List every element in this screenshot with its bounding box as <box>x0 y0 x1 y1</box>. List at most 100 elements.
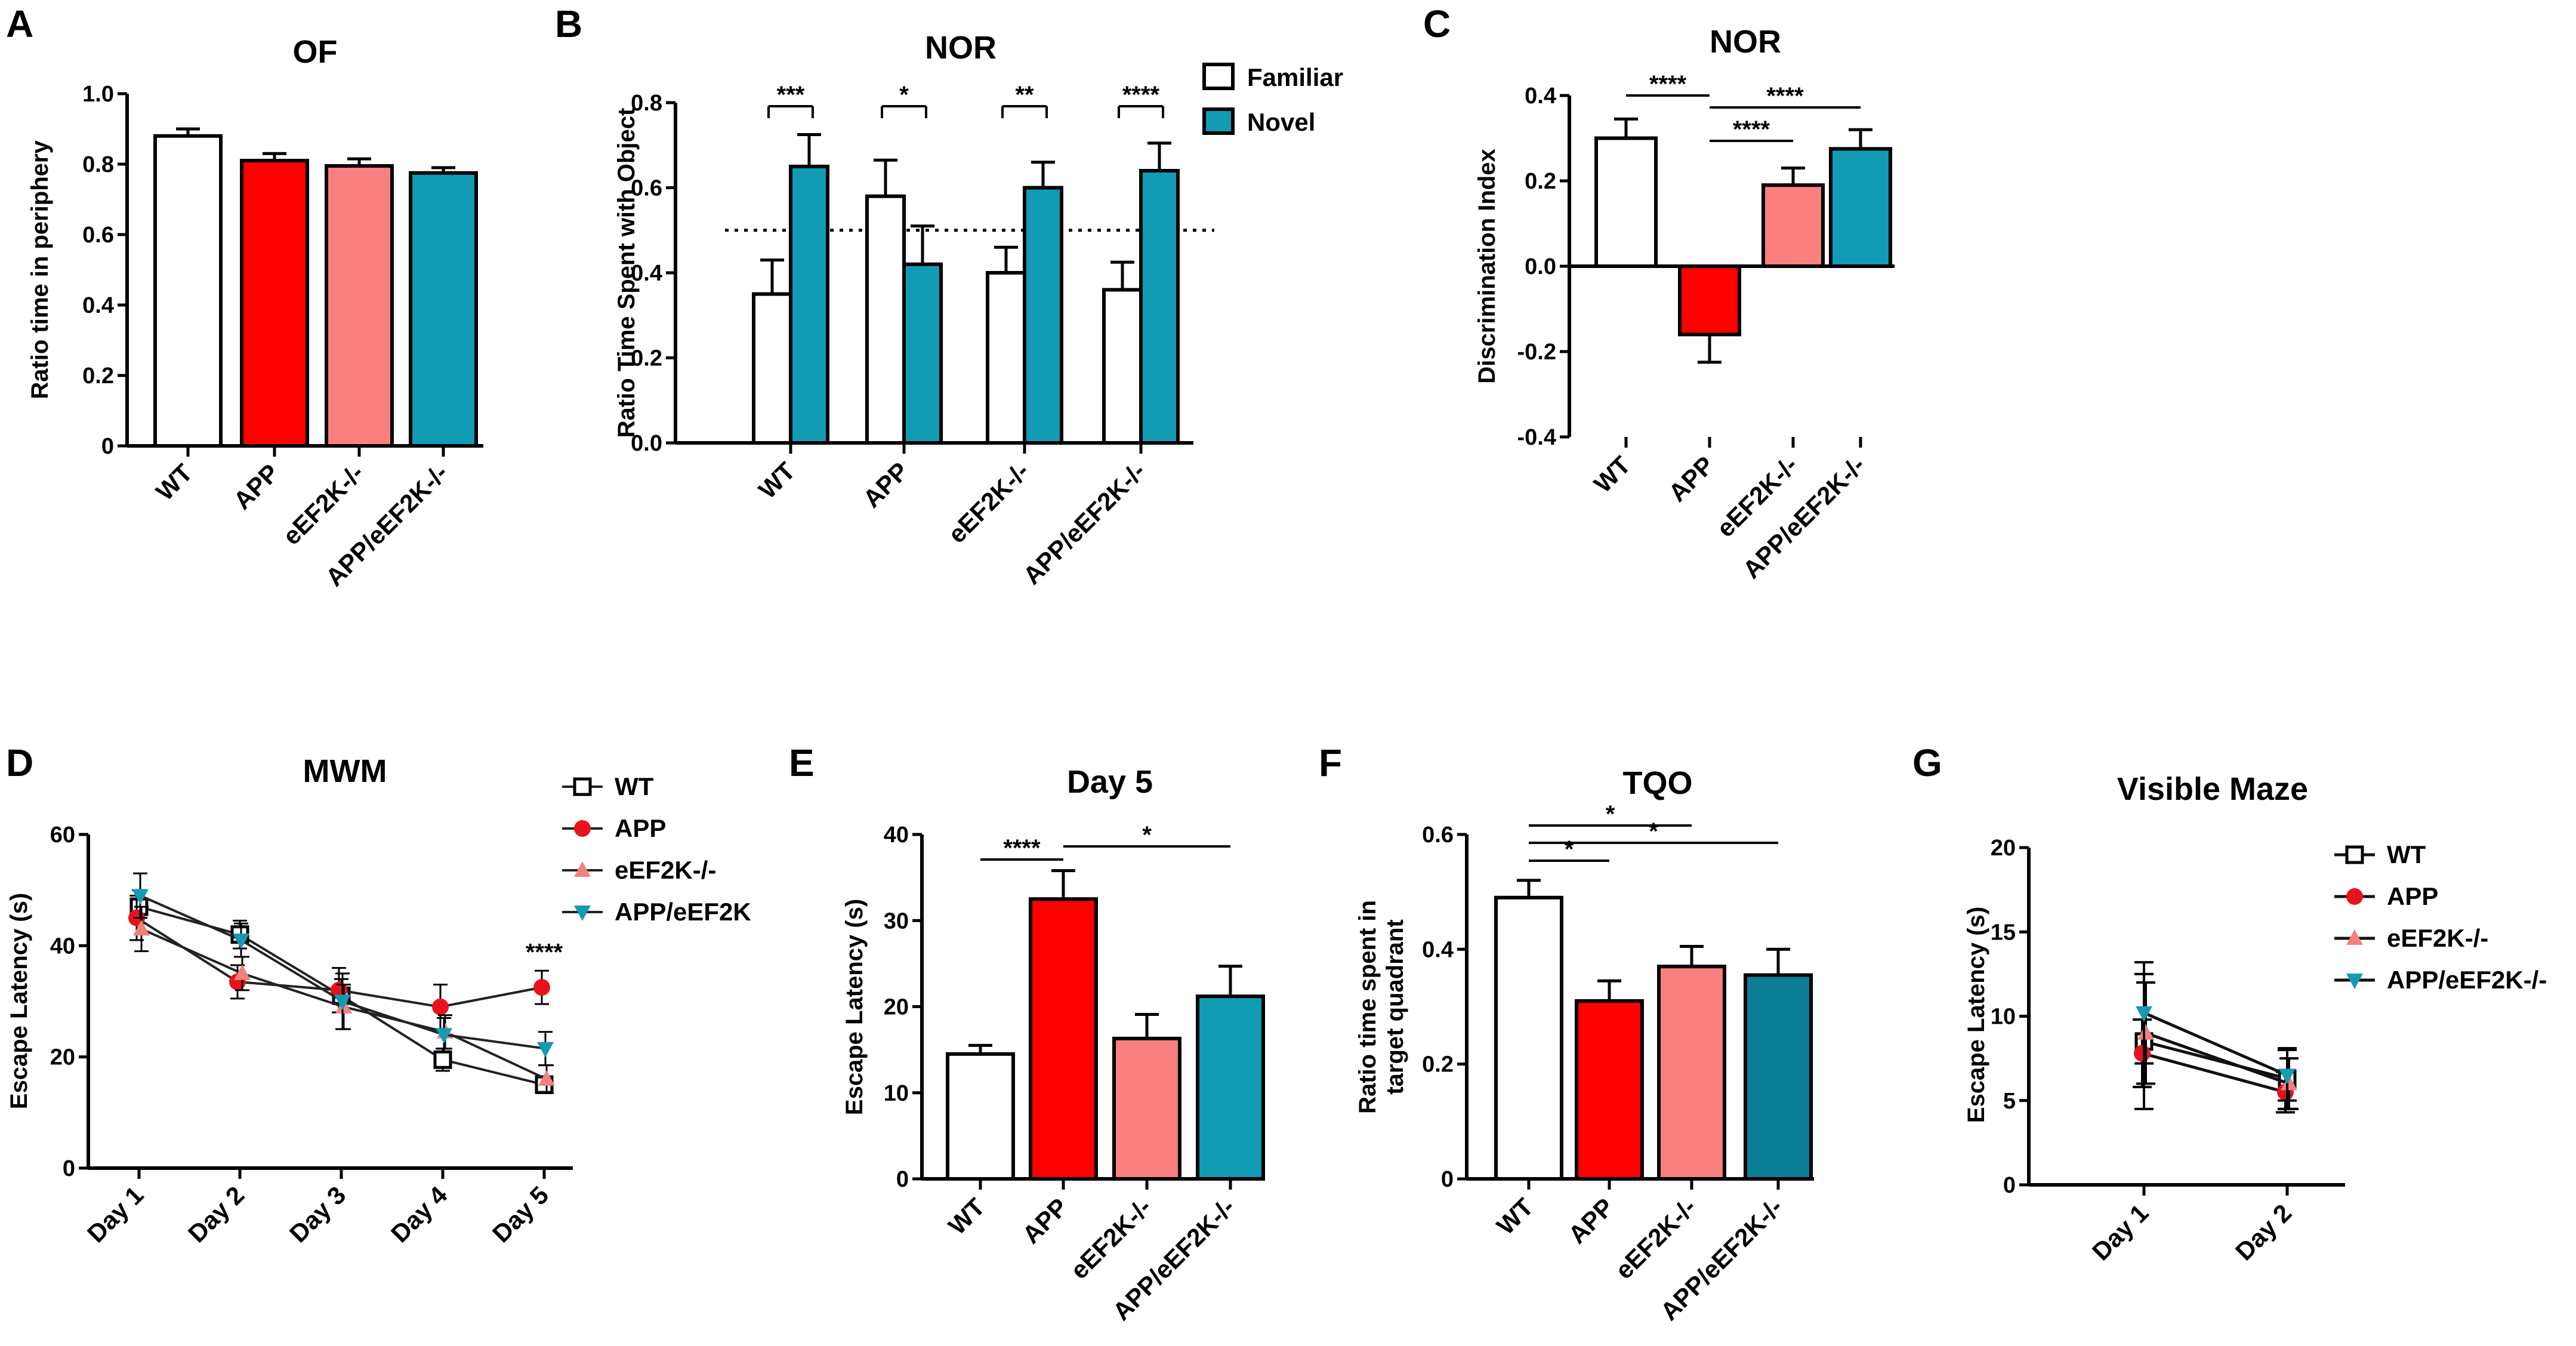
data-point <box>2279 1068 2296 1085</box>
chart-title: Visible Maze <box>2117 771 2308 807</box>
data-point <box>537 1042 554 1058</box>
significance-label: **** <box>1122 82 1160 108</box>
data-point <box>334 994 351 1011</box>
bar <box>153 134 223 448</box>
y-tick-label: 0.2 <box>1525 169 1556 194</box>
significance-label: * <box>1142 822 1152 848</box>
panel-label-b: B <box>555 2 582 45</box>
x-tick-label: Day 1 <box>2087 1199 2154 1265</box>
y-tick-label: 0.2 <box>82 364 114 389</box>
y-axis-title: Ratio time in periphery <box>27 140 53 399</box>
x-tick-label: APP <box>1017 1193 1073 1249</box>
bar <box>240 159 309 448</box>
data-point <box>538 1070 555 1086</box>
significance-label: * <box>899 82 909 108</box>
x-tick-label: APP <box>228 458 284 515</box>
series-line-0 <box>2143 1040 2288 1080</box>
y-axis-title: Ratio time spent in <box>1355 900 1381 1114</box>
significance-label: **** <box>1003 835 1041 861</box>
x-tick-label: APP <box>1663 451 1719 507</box>
legend-label: APP/eEF2K-/- <box>2387 966 2547 994</box>
data-point <box>2137 1024 2154 1040</box>
significance-label: **** <box>1649 71 1687 97</box>
legend-label: Familiar <box>1247 63 1343 91</box>
panel-label-a: A <box>6 2 33 45</box>
bar <box>946 1052 1015 1181</box>
significance-label: * <box>1565 836 1574 863</box>
y-tick-label: 20 <box>50 1045 75 1070</box>
legend-marker <box>2345 845 2364 864</box>
x-tick-label: APP/eEF2K-/- <box>1737 451 1870 584</box>
y-axis-title: Escape Latency (s) <box>841 899 868 1115</box>
data-point <box>433 1050 452 1069</box>
legend-label: eEF2K-/- <box>2387 924 2488 952</box>
chart-title: Day 5 <box>1067 764 1153 800</box>
data-point <box>2281 1074 2297 1091</box>
chart-title: TQO <box>1623 765 1693 801</box>
x-tick-label: Day 1 <box>82 1181 149 1248</box>
y-tick-label: 20 <box>884 995 909 1020</box>
data-point <box>432 998 449 1015</box>
y-axis-title: target quadrant <box>1382 919 1408 1094</box>
y-tick-label: -0.2 <box>1517 340 1556 365</box>
panel-label-c: C <box>1423 2 1451 45</box>
bar <box>1575 999 1644 1181</box>
legend-label: APP <box>2387 882 2438 910</box>
legend-swatch <box>1202 107 1235 135</box>
x-tick-label: Day 5 <box>487 1181 554 1248</box>
y-tick-label: 0.6 <box>631 176 662 201</box>
chart-title: NOR <box>1710 24 1781 60</box>
series-line-3 <box>2143 1011 2288 1077</box>
data-point <box>2134 1045 2151 1062</box>
data-point <box>533 979 550 996</box>
bar <box>1112 1036 1181 1181</box>
legend-label: Novel <box>1247 108 1315 136</box>
legend-label: APP <box>615 814 666 842</box>
y-tick-label: 0.4 <box>82 293 114 318</box>
panel-label-d: D <box>6 741 33 784</box>
significance-label: **** <box>1766 83 1804 109</box>
x-tick-label: eEF2K-/- <box>943 457 1035 549</box>
significance-label: **** <box>1733 116 1770 143</box>
y-tick-label: 30 <box>884 908 909 934</box>
y-tick-label: 0 <box>63 1156 75 1181</box>
series-line-1 <box>2142 1052 2286 1094</box>
panel-label-e: E <box>789 741 815 784</box>
bar <box>1494 895 1563 1181</box>
y-tick-label: 0.8 <box>82 152 114 177</box>
y-tick-label: 0.2 <box>631 346 662 371</box>
y-axis-title: Escape Latency (s) <box>6 893 32 1109</box>
y-axis-title: Discrimination Index <box>1474 149 1500 383</box>
bar-novel <box>1139 169 1180 445</box>
y-tick-label: 0 <box>101 434 114 459</box>
data-point <box>133 920 150 936</box>
significance-label: *** <box>777 82 805 108</box>
x-tick-label: Day 2 <box>2230 1199 2297 1265</box>
bar <box>1657 965 1726 1181</box>
y-tick-label: 15 <box>1991 920 2016 945</box>
bar-familiar <box>986 271 1026 445</box>
legend-label: APP/eEF2K <box>615 898 751 926</box>
data-point <box>436 1028 452 1044</box>
legend-marker <box>2346 929 2363 945</box>
y-tick-label: 40 <box>50 934 75 959</box>
x-tick-label: Day 2 <box>183 1181 249 1248</box>
legend-label: WT <box>615 772 654 800</box>
series-line-2 <box>2145 1031 2290 1085</box>
x-tick-label: WT <box>1491 1193 1539 1240</box>
bar <box>1196 994 1265 1181</box>
bar-novel <box>902 262 943 445</box>
x-tick-label: Day 3 <box>284 1181 351 1248</box>
legend-marker <box>574 905 591 921</box>
y-tick-label: 0.0 <box>1525 254 1556 279</box>
y-tick-label: 0.4 <box>1525 84 1556 109</box>
x-tick-label: WT <box>753 457 801 504</box>
y-tick-label: 20 <box>1991 836 2016 861</box>
legend-marker <box>2346 974 2363 989</box>
y-tick-label: 0.4 <box>1422 937 1454 962</box>
legend-marker <box>574 861 591 877</box>
x-tick-label: WT <box>1588 451 1636 498</box>
legend-label: eEF2K-/- <box>615 856 716 884</box>
bar <box>1678 264 1741 337</box>
